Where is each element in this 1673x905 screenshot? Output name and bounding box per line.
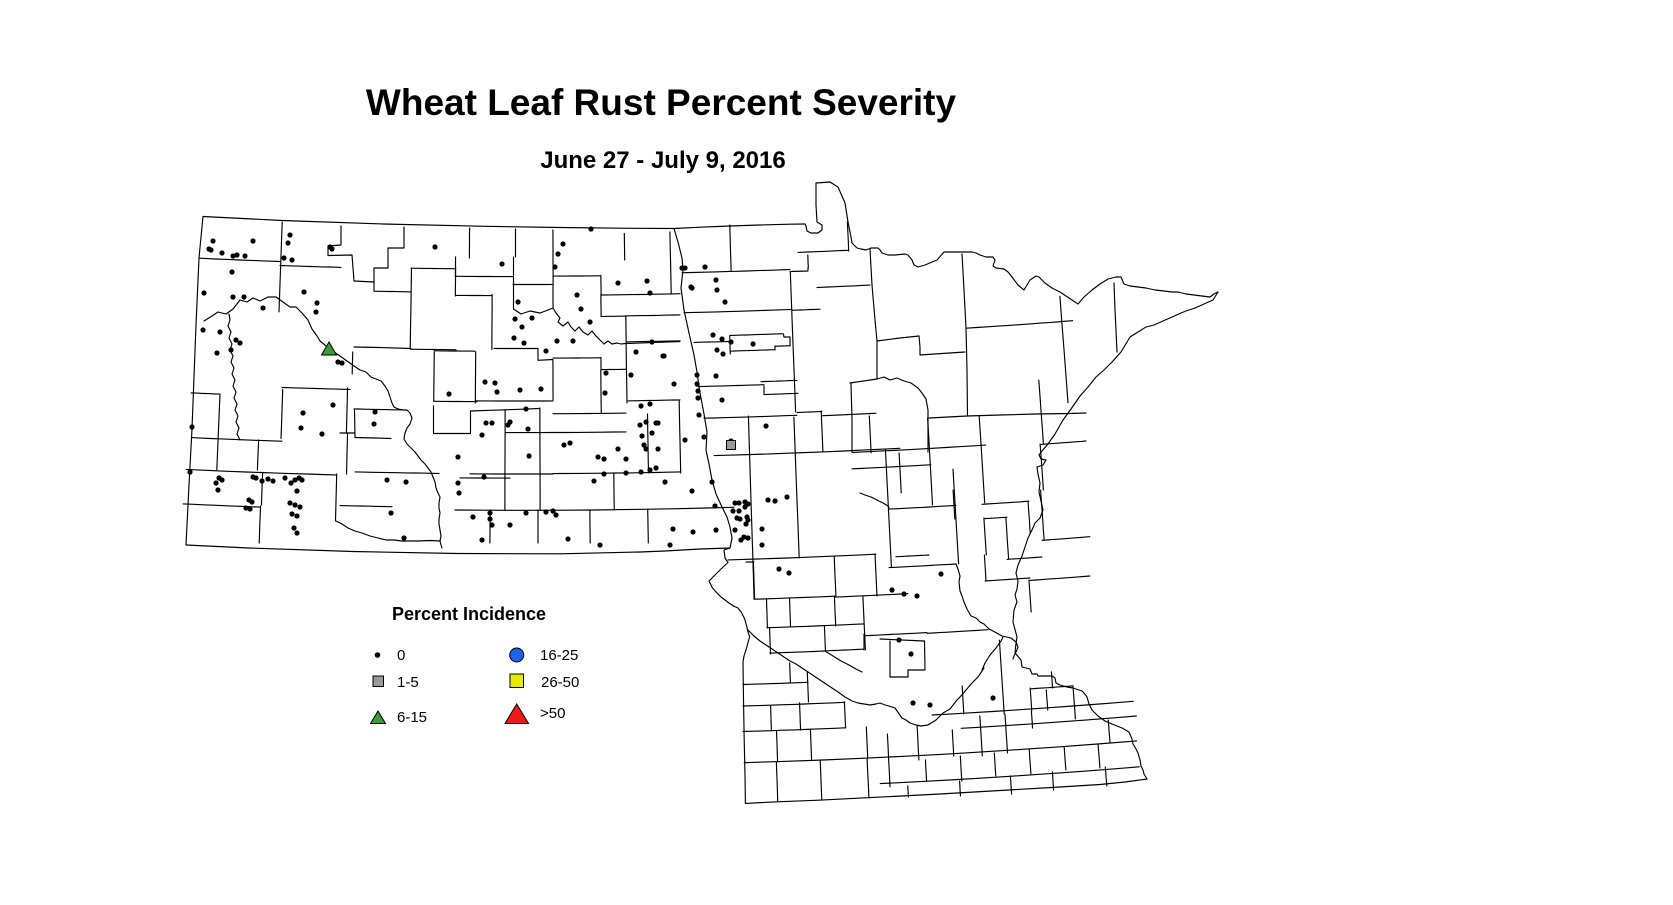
svg-text:0: 0	[397, 647, 405, 664]
svg-text:1-5: 1-5	[397, 674, 419, 691]
svg-text:16-25: 16-25	[540, 647, 578, 664]
svg-text:>50: >50	[540, 705, 565, 722]
svg-text:Wheat Leaf Rust Percent Severi: Wheat Leaf Rust Percent Severity	[366, 82, 957, 123]
svg-text:6-15: 6-15	[397, 709, 427, 726]
svg-text:Percent Incidence: Percent Incidence	[392, 604, 546, 624]
svg-text:June 27 - July 9, 2016: June 27 - July 9, 2016	[540, 147, 785, 174]
svg-text:26-50: 26-50	[541, 674, 579, 691]
